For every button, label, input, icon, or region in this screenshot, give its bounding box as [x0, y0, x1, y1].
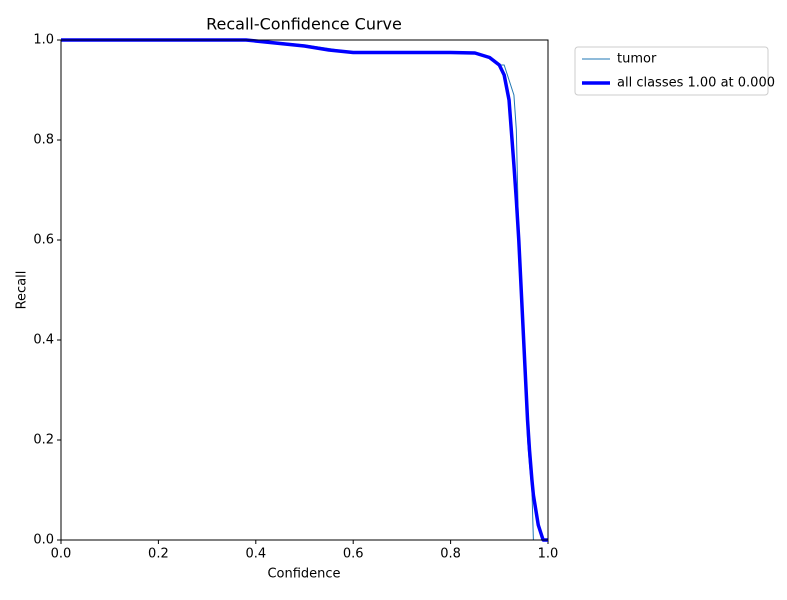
legend-box: [574, 46, 769, 96]
series-line: [61, 39, 548, 541]
x-tick-label: 0.2: [148, 547, 169, 562]
x-tick-label: 0.6: [343, 547, 364, 562]
x-axis-label: Confidence: [267, 567, 340, 582]
y-tick-label: 0.4: [33, 333, 54, 348]
y-axis-label: Recall: [15, 271, 30, 310]
x-tick-label: 0.0: [51, 547, 72, 562]
x-tick-label: 0.4: [245, 547, 266, 562]
chart-title: Recall-Confidence Curve: [206, 15, 402, 34]
series-line: [61, 38, 548, 542]
plot-frame: [60, 39, 549, 541]
y-tick-label: 0.6: [33, 233, 54, 248]
y-tick-label: 1.0: [33, 33, 54, 48]
legend-label: all classes 1.00 at 0.000: [617, 76, 775, 91]
x-tick-label: 1.0: [538, 547, 559, 562]
y-tick-label: 0.2: [33, 433, 54, 448]
legend-label: tumor: [617, 52, 657, 67]
y-tick-label: 0.8: [33, 133, 54, 148]
x-tick-label: 0.8: [440, 547, 461, 562]
y-tick-label: 0.0: [33, 533, 54, 548]
